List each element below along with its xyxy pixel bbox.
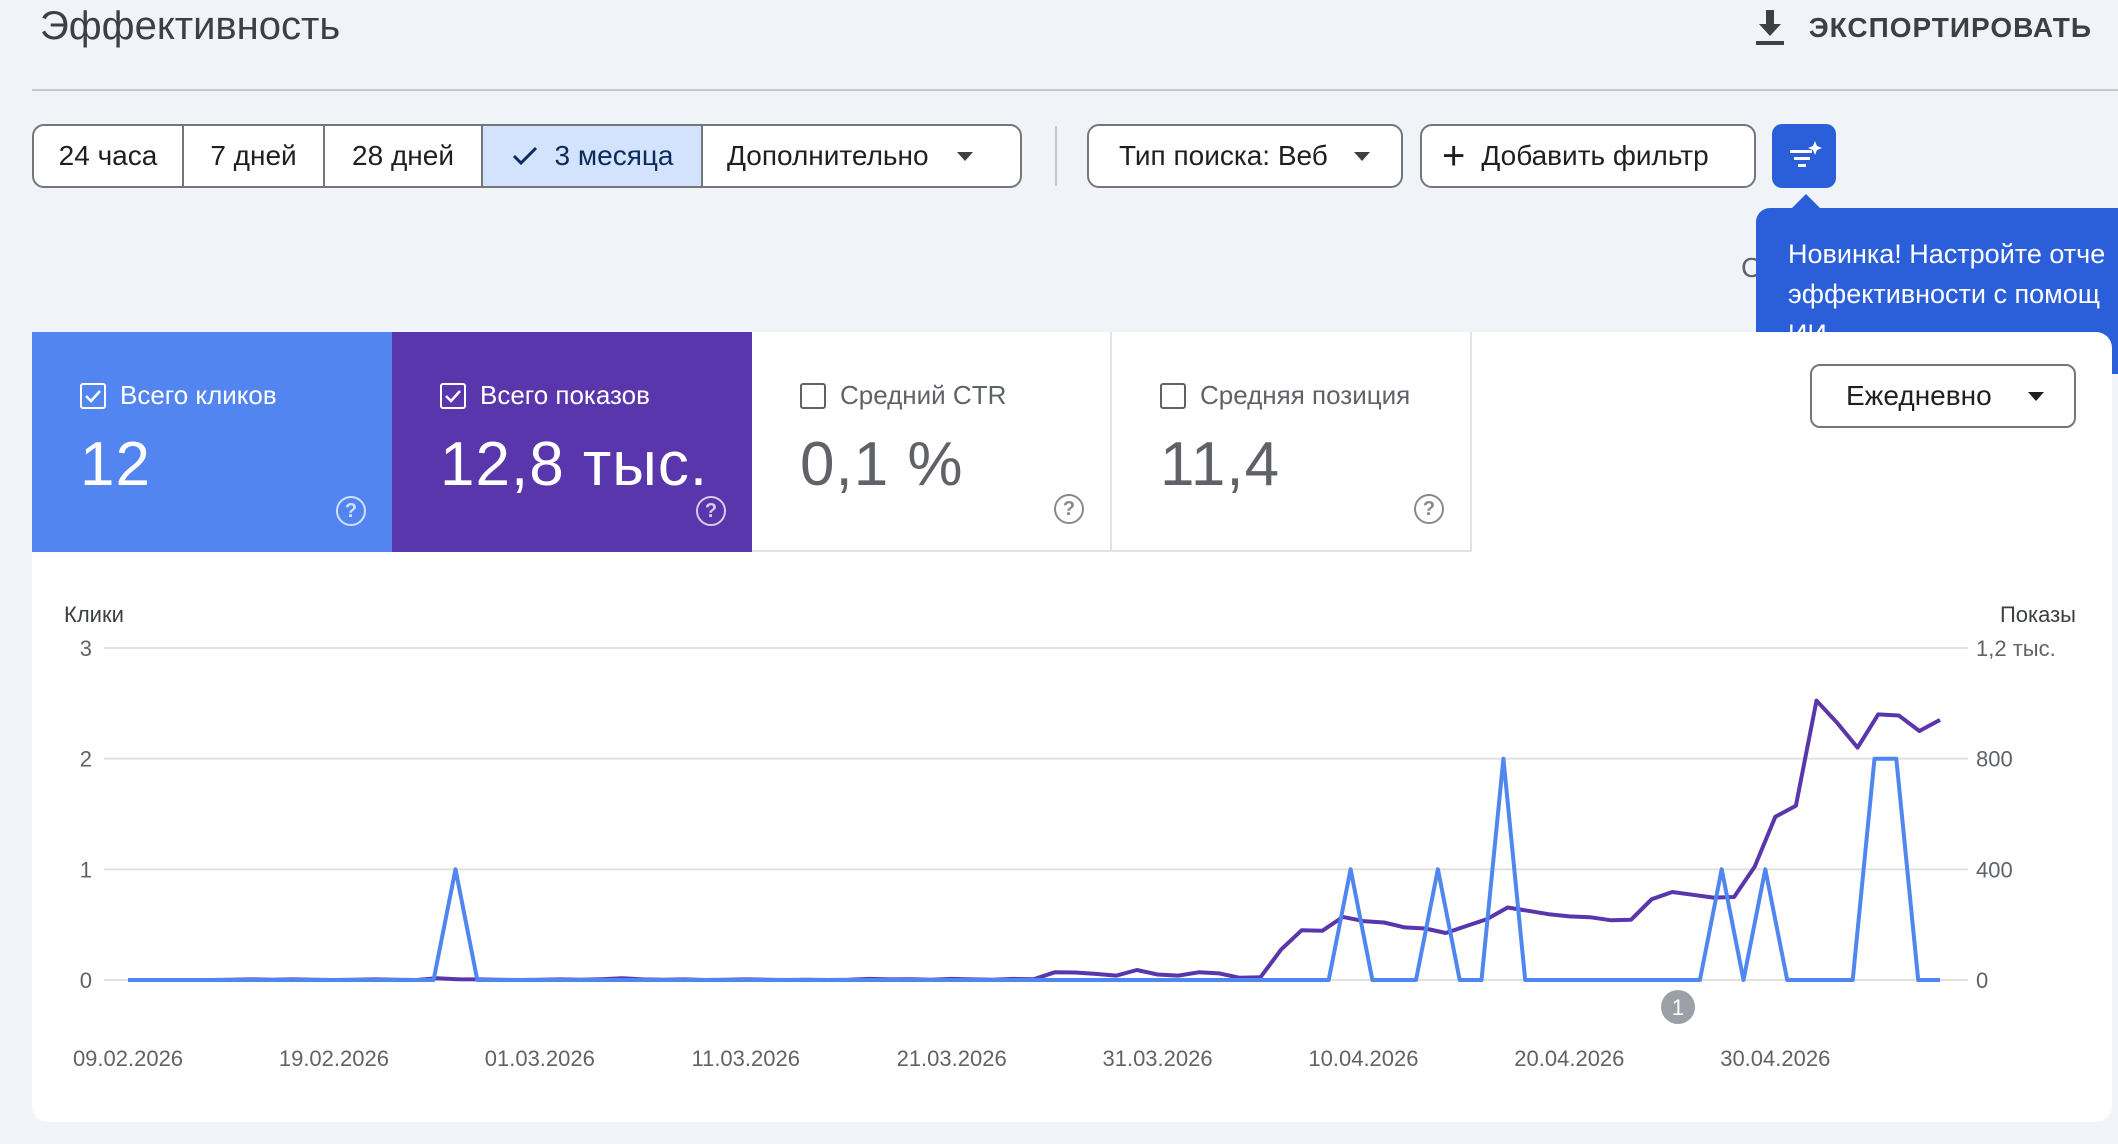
chart-grid [104, 647, 1968, 981]
metric-value: 12,8 тыс. [440, 430, 709, 499]
metric-label: Всего кликов [120, 380, 277, 410]
chevron-down-icon [956, 151, 973, 161]
x-tick-label: 31.03.2026 [1102, 1046, 1212, 1071]
checkbox-checked-icon[interactable] [80, 382, 106, 409]
range-7d[interactable]: 7 дней [184, 126, 325, 186]
range-28d[interactable]: 28 дней [325, 126, 483, 186]
header-divider [32, 89, 2118, 91]
x-tick-label: 21.03.2026 [897, 1046, 1007, 1071]
y-left-tick-label: 0 [80, 968, 92, 993]
series-line-impressions [128, 698, 1941, 982]
metric-card-impressions[interactable]: Всего показов 12,8 тыс. ? [392, 332, 752, 552]
annotation-marker[interactable]: 1 [1661, 990, 1695, 1024]
toolbar-separator [1055, 126, 1057, 186]
range-24h[interactable]: 24 часа [34, 126, 184, 186]
y-left-tick-label: 2 [80, 747, 92, 772]
x-tick-label: 01.03.2026 [485, 1046, 595, 1071]
y-right-tick-label: 1,2 тыс. [1976, 636, 2056, 661]
metric-label: Всего показов [480, 380, 650, 410]
x-tick-label: 10.04.2026 [1308, 1046, 1418, 1071]
plus-icon: + [1442, 134, 1466, 178]
x-tick-label: 30.04.2026 [1720, 1046, 1830, 1071]
y-right-tick-label: 800 [1976, 747, 2013, 772]
ai-filter-button[interactable] [1772, 124, 1836, 188]
y-left-tick-label: 1 [80, 857, 92, 882]
chart-ticks: 0 0 1 400 2 800 3 1,2 тыс. 09.02.2026 19.02.2026 0… [73, 636, 2056, 1071]
y-right-tick-label: 0 [1976, 968, 1988, 993]
help-icon[interactable]: ? [696, 496, 726, 526]
checkbox-checked-icon[interactable] [440, 382, 466, 409]
metric-value: 0,1 % [800, 430, 964, 499]
check-icon [512, 146, 537, 166]
date-range-selector: 24 часа 7 дней 28 дней 3 месяца Дополнит… [32, 124, 1022, 188]
range-3m[interactable]: 3 месяца [483, 126, 703, 186]
ai-filter-icon [1790, 141, 1822, 167]
left-axis-title: Клики [64, 602, 124, 627]
x-tick-label: 19.02.2026 [279, 1046, 389, 1071]
right-axis-title: Показы [2000, 602, 2076, 627]
chevron-down-icon [2027, 391, 2044, 401]
metric-value: 12 [80, 430, 151, 499]
metric-label: Средний CTR [840, 380, 1007, 410]
search-type-filter[interactable]: Тип поиска: Веб [1087, 124, 1403, 188]
checkbox-unchecked-icon[interactable] [1160, 382, 1186, 409]
export-label: ЭКСПОРТИРОВАТЬ [1808, 12, 2092, 43]
help-icon[interactable]: ? [1054, 494, 1084, 524]
range-more-dropdown[interactable]: Дополнительно [703, 126, 1020, 186]
x-tick-label: 11.03.2026 [691, 1046, 799, 1071]
help-icon[interactable]: ? [336, 496, 366, 526]
metric-card-ctr[interactable]: Средний CTR 0,1 % ? [752, 332, 1112, 552]
metric-value: 11,4 [1160, 430, 1281, 499]
annotation-badge-circle [1661, 990, 1695, 1024]
x-tick-label: 20.04.2026 [1514, 1046, 1624, 1071]
metric-card-position[interactable]: Средняя позиция 11,4 ? [1112, 332, 1472, 552]
granularity-dropdown[interactable]: Ежедневно [1810, 364, 2076, 428]
help-icon[interactable]: ? [1414, 494, 1444, 524]
tooltip-arrow [1790, 194, 1822, 210]
metric-label: Средняя позиция [1200, 380, 1411, 410]
metric-card-clicks[interactable]: Всего кликов 12 ? [32, 332, 392, 552]
series-line-clicks [128, 756, 1940, 982]
x-tick-label: 09.02.2026 [73, 1046, 183, 1071]
download-icon [1755, 10, 1784, 45]
y-left-tick-label: 3 [80, 636, 92, 661]
chart-lines [128, 698, 1941, 982]
chevron-down-icon [1353, 151, 1370, 161]
export-button[interactable]: ЭКСПОРТИРОВАТЬ [1753, 8, 2092, 48]
page-title: Эффективность [40, 4, 341, 48]
add-filter-button[interactable]: + Добавить фильтр [1420, 124, 1756, 188]
y-right-tick-label: 400 [1976, 857, 2013, 882]
annotation-badge-label: 1 [1672, 995, 1684, 1020]
checkbox-unchecked-icon[interactable] [800, 382, 826, 409]
tooltip-line-2: эффективности с помощ [1788, 279, 2100, 309]
tooltip-line-1: Новинка! Настройте отче [1788, 239, 2106, 269]
